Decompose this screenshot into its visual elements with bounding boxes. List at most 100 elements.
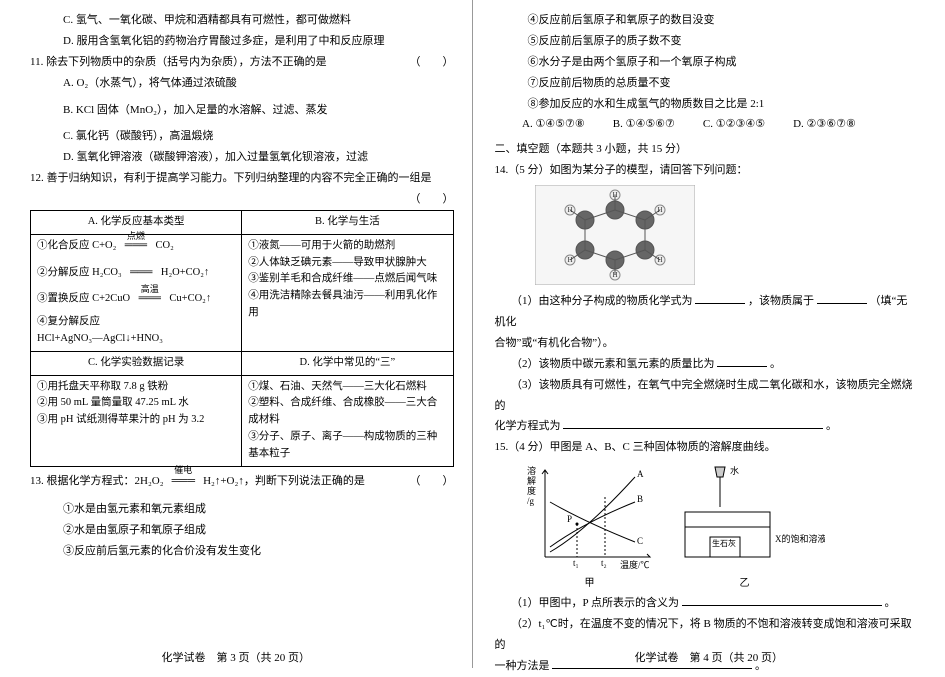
q12-d1: ①煤、石油、天然气——三大化石燃料 [248, 379, 446, 396]
q13-2: ②水是由氢原子和氧原子组成 [30, 520, 454, 541]
arrow-icon: 点燃═══ [119, 238, 153, 255]
svg-text:H: H [657, 206, 662, 214]
q14-2a: （2）该物质中碳元素和氢元素的质量比为 [511, 358, 715, 370]
ylabel: 溶 [527, 465, 536, 476]
molecule-figure: H H H H H H [535, 185, 918, 285]
q12-paren: （ ） [410, 189, 454, 210]
q13-3: ③反应前后氢元素的化合价没有发生变化 [30, 541, 454, 562]
q12-b2: ②人体缺乏碘元素——导致甲状腺肿大 [248, 255, 446, 272]
q12-table: A. 化学反应基本类型 B. 化学与生活 ①化合反应 C+O₂ 点燃═══ CO… [30, 210, 454, 467]
blank [717, 355, 767, 367]
q12-a3-post: Cu+CO₂↑ [169, 293, 211, 304]
q13-6: ⑥水分子是由两个氢原子和一个氧原子构成 [495, 52, 918, 73]
q13-mid: H₂↑+O₂↑，判断下列说法正确的是 [203, 475, 365, 487]
q11-d: D. 氢氧化钾溶液（碳酸钾溶液），加入过量氢氧化钡溶液，过滤 [30, 147, 454, 168]
q13-opt-d: D. ②③⑥⑦⑧ [793, 114, 856, 135]
q12-a2: ②分解反应 H₂CO₃ ═══ H₂O+CO₂↑ [37, 265, 235, 282]
q14-1: （1）由这种分子构成的物质化学式为 ，该物质属于 （填“无机化 [495, 291, 918, 333]
opt-c: C. 氢气、一氧化碳、甲烷和酒精都具有可燃性，都可做燃料 [30, 10, 454, 31]
q12-cell-d: ①煤、石油、天然气——三大化石燃料 ②塑料、合成纤维、合成橡胶——三大合成材料 … [242, 375, 453, 466]
beaker-icon: 水 生石灰 X的饱和溶液 [665, 462, 825, 572]
q12-a2-pre: ②分解反应 H₂CO₃ [37, 267, 124, 278]
q12-c1: ①用托盘天平称取 7.8 g 铁粉 [37, 379, 235, 396]
q12-cell-c: ①用托盘天平称取 7.8 g 铁粉 ②用 50 mL 量筒量取 47.25 mL… [31, 375, 242, 466]
q14-3c: 。 [826, 420, 837, 432]
svg-text:H: H [612, 191, 617, 199]
q15-1b: 。 [884, 597, 895, 609]
q12-a1-cond: 点燃 [119, 229, 153, 243]
q12-head-d: D. 化学中常见的“三” [242, 351, 453, 375]
blank [682, 594, 882, 606]
svg-text:C: C [637, 536, 643, 546]
q12-a4: ④复分解反应 [37, 314, 235, 331]
svg-text:解: 解 [527, 475, 536, 486]
q12-a2-post: H₂O+CO₂↑ [161, 267, 209, 278]
q15-1a: （1）甲图中，P 点所表示的含义为 [511, 597, 679, 609]
blank [695, 292, 745, 304]
q11: 11. 除去下列物质中的杂质（括号内为杂质），方法不正确的是 （ ） [30, 52, 454, 73]
q12-a3-pre: ③置换反应 C+2CuO [37, 293, 133, 304]
svg-text:X的饱和溶液: X的饱和溶液 [775, 533, 825, 544]
q12-cell-b: ①液氮——可用于火箭的助燃剂 ②人体缺乏碘元素——导致甲状腺肿大 ③鉴别羊毛和合… [242, 234, 453, 351]
q14-1a: （1）由这种分子构成的物质化学式为 [511, 295, 693, 307]
svg-text:H: H [657, 256, 662, 264]
q14-1d: 合物”或“有机化合物”）。 [495, 333, 918, 354]
q12-a3-cond: 高温 [133, 282, 167, 296]
q12-d2: ②塑料、合成纤维、合成橡胶——三大合成材料 [248, 395, 446, 429]
q13-options: A. ①④⑤⑦⑧ B. ①④⑤⑥⑦ C. ①②③④⑤ D. ②③⑥⑦⑧ [522, 114, 917, 135]
q12-head-b: B. 化学与生活 [242, 211, 453, 235]
q13-pre: 13. 根据化学方程式：2H₂O₂ [30, 475, 166, 487]
q14-2b: 。 [770, 358, 781, 370]
svg-text:P: P [567, 514, 572, 524]
svg-text:B: B [637, 494, 643, 504]
arrow-icon: ═══ [124, 265, 158, 282]
arrow-icon: 催电═══ [166, 471, 200, 492]
q13-7: ⑦反应前后物质的总质量不变 [495, 73, 918, 94]
q12-b3: ③鉴别羊毛和合成纤维——点燃后闻气味 [248, 271, 446, 288]
q15-1: （1）甲图中，P 点所表示的含义为 。 [495, 593, 918, 614]
q13-8: ⑧参加反应的水和生成氢气的物质数目之比是 2:1 [495, 94, 918, 115]
q12-head-c: C. 化学实验数据记录 [31, 351, 242, 375]
svg-text:水: 水 [730, 465, 739, 476]
q14-1b: ，该物质属于 [748, 295, 814, 307]
page-footer-3: 化学试卷 第 3 页（共 20 页） [0, 649, 472, 665]
page-4: ④反应前后氢原子和氧原子的数目没变 ⑤反应前后氢原子的质子数不变 ⑥水分子是由两… [473, 0, 945, 668]
svg-text:生石灰: 生石灰 [712, 538, 736, 548]
q12-b4: ④用洗洁精除去餐具油污——利用乳化作用 [248, 288, 446, 322]
q11-a: A. O₂（水蒸气），将气体通过浓硫酸 [30, 73, 454, 94]
q11-text: 11. 除去下列物质中的杂质（括号内为杂质），方法不正确的是 [30, 56, 327, 68]
q13-cond: 催电 [166, 462, 200, 479]
fig-caption-left: 甲 [525, 574, 655, 589]
arrow-icon: 高温═══ [133, 291, 167, 308]
q12-a1-pre: ①化合反应 C+O₂ [37, 240, 116, 251]
q15: 15.（4 分）甲图是 A、B、C 三种固体物质的溶解度曲线。 [495, 437, 918, 458]
q12-cell-a: ①化合反应 C+O₂ 点燃═══ CO₂ ②分解反应 H₂CO₃ ═══ H₂O… [31, 234, 242, 351]
svg-text:H: H [612, 271, 617, 279]
svg-text:H: H [567, 206, 572, 214]
q14-3b: 化学方程式为 。 [495, 416, 918, 437]
q13: 13. 根据化学方程式：2H₂O₂ 催电═══ H₂↑+O₂↑，判断下列说法正确… [30, 471, 454, 492]
opt-d: D. 服用含氢氧化铝的药物治疗胃酸过多症，是利用了中和反应原理 [30, 31, 454, 52]
solubility-graph: 溶 解 度 /g 温度/℃ A B C P t₁ t₂ 甲 [525, 462, 655, 589]
page-footer-4: 化学试卷 第 4 页（共 20 页） [473, 649, 945, 665]
q14-3b-label: 化学方程式为 [495, 420, 561, 432]
q13-paren: （ ） [410, 471, 454, 492]
svg-text:/g: /g [527, 496, 535, 506]
molecule-icon: H H H H H H [535, 185, 695, 285]
svg-text:温度/℃: 温度/℃ [620, 559, 650, 570]
q14-3a: （3）该物质具有可燃性，在氧气中完全燃烧时生成二氧化碳和水，该物质完全燃烧的 [495, 375, 918, 417]
q13-5: ⑤反应前后氢原子的质子数不变 [495, 31, 918, 52]
q12-a1-post: CO₂ [156, 240, 174, 251]
q11-paren: （ ） [410, 52, 454, 73]
q13-opt-a: A. ①④⑤⑦⑧ [522, 114, 585, 135]
svg-text:A: A [637, 469, 644, 479]
svg-text:H: H [567, 256, 572, 264]
q12-text: 12. 善于归纳知识，有利于提高学习能力。下列归纳整理的内容不完全正确的一组是 [30, 172, 432, 184]
q12-c2: ②用 50 mL 量筒量取 47.25 mL 水 [37, 395, 235, 412]
page-3: C. 氢气、一氧化碳、甲烷和酒精都具有可燃性，都可做燃料 D. 服用含氢氧化铝的… [0, 0, 473, 668]
q12-d3: ③分子、原子、离子——构成物质的三种基本粒子 [248, 429, 446, 463]
q14-2: （2）该物质中碳元素和氢元素的质量比为 。 [495, 354, 918, 375]
q11-c: C. 氯化钙（碳酸钙），高温煅烧 [30, 126, 454, 147]
q12-a1: ①化合反应 C+O₂ 点燃═══ CO₂ [37, 238, 235, 255]
q12-c3: ③用 pH 试纸测得苹果汁的 pH 为 3.2 [37, 412, 235, 429]
